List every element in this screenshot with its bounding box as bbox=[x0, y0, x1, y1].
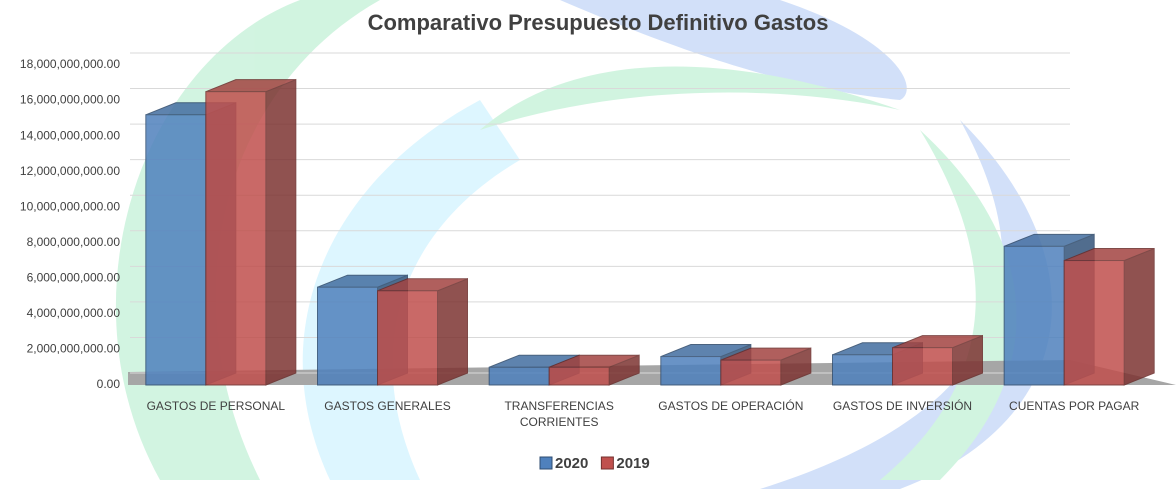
bar-front bbox=[205, 91, 267, 386]
bar-front bbox=[892, 347, 953, 386]
bar bbox=[205, 78, 297, 386]
bar-front bbox=[832, 354, 893, 386]
bar bbox=[548, 354, 640, 386]
bar-side bbox=[1123, 247, 1155, 386]
y-tick-label: 14,000,000,000.00 bbox=[20, 128, 120, 142]
bar-front bbox=[145, 114, 207, 386]
x-tick-label: CUENTAS POR PAGAR bbox=[1009, 399, 1140, 413]
bar bbox=[377, 278, 468, 386]
bar bbox=[1063, 247, 1155, 386]
legend-label: 2020 bbox=[555, 455, 588, 472]
x-tick-label: GASTOS DE OPERACIÓN bbox=[658, 399, 804, 413]
y-tick-label: 8,000,000,000.00 bbox=[27, 235, 121, 249]
legend-swatch bbox=[539, 456, 553, 470]
y-tick-label: 4,000,000,000.00 bbox=[27, 306, 121, 320]
bar-front bbox=[660, 356, 722, 386]
bar-front bbox=[488, 366, 550, 386]
x-tick-label: TRANSFERENCIAS CORRIENTES bbox=[504, 399, 614, 429]
x-tick-label: GASTOS DE INVERSIÓN bbox=[832, 399, 973, 413]
bar-front bbox=[377, 290, 438, 386]
y-tick-label: 10,000,000,000.00 bbox=[20, 199, 120, 213]
y-tick-label: 12,000,000,000.00 bbox=[20, 164, 120, 178]
bar-side bbox=[437, 278, 468, 386]
bar-front bbox=[548, 366, 610, 386]
y-tick-label: 2,000,000,000.00 bbox=[27, 342, 121, 356]
chart-title: Comparativo Presupuesto Definitivo Gasto… bbox=[368, 10, 829, 35]
y-tick-label: 6,000,000,000.00 bbox=[27, 271, 121, 285]
y-tick-label: 18,000,000,000.00 bbox=[20, 57, 120, 71]
bar-front bbox=[1003, 245, 1065, 386]
bar-front bbox=[317, 286, 378, 386]
legend-label: 2019 bbox=[616, 455, 649, 472]
bar bbox=[720, 347, 812, 386]
x-tick-label: GASTOS DE PERSONAL bbox=[146, 399, 286, 413]
y-tick-label: 16,000,000,000.00 bbox=[20, 93, 120, 107]
x-tick-label: GASTOS GENERALES bbox=[324, 399, 451, 413]
bar bbox=[892, 334, 983, 386]
y-tick-label: 0.00 bbox=[97, 377, 121, 391]
bar-front bbox=[720, 359, 782, 386]
bar-side bbox=[265, 78, 297, 386]
legend-swatch bbox=[600, 456, 614, 470]
bar-front bbox=[1063, 260, 1125, 386]
